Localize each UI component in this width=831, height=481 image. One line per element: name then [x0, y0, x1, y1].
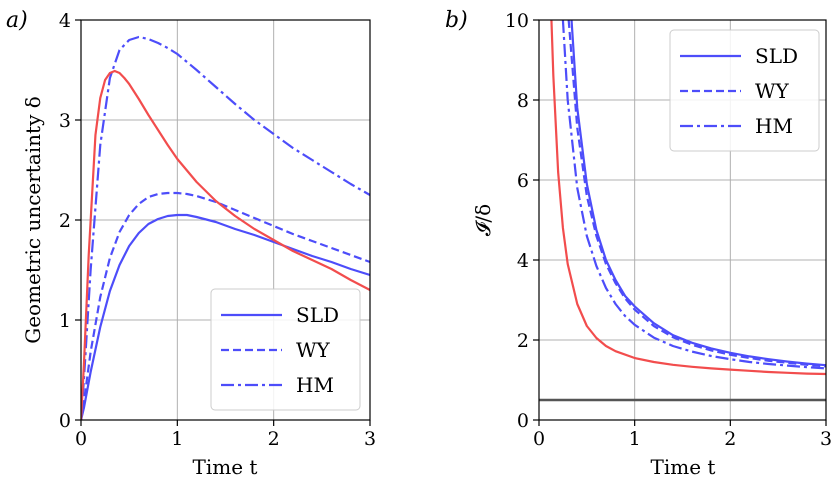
- panel-b-xlabel: Time t: [651, 455, 716, 479]
- panel-a-legend-label-sld: SLD: [296, 303, 339, 327]
- panel-b-xtick-label: 2: [724, 428, 736, 450]
- panel-b-legend-label-sld: SLD: [755, 44, 798, 68]
- panel-a-ticks: 0 1 2 3 0 1 2 3 4: [59, 10, 376, 450]
- panel-b-series-wy-line: [567, 20, 826, 368]
- panel-b-frame: [538, 19, 827, 421]
- panel-b-legend: SLD WY HM: [669, 29, 820, 152]
- panel-a-xlabel: Time t: [193, 455, 258, 479]
- panel-b-series-red-line: [550, 20, 826, 376]
- panel-b-ytick-label: 0: [517, 410, 529, 432]
- panel-b-xtick-label: 3: [820, 428, 831, 450]
- panel-b-ytick-label: 4: [517, 250, 529, 272]
- panel-b-label: b): [445, 8, 468, 33]
- panel-b-ytick-label: 6: [517, 170, 529, 192]
- panel-b-series-hm-line: [561, 20, 826, 370]
- panel-b-ylabel: 𝓘/δ: [471, 204, 495, 236]
- panel-b: b) 0 1 2 3 0 2 4 6 8 10 𝓘/δ Time t SLD WY HM: [445, 8, 831, 479]
- panel-a-legend-box: [210, 288, 361, 411]
- panel-a: a) 0 1 2 3 0 1 2 3 4 Geometric uncertainty δ Tim…: [6, 8, 376, 479]
- panel-b-series-sld-line: [570, 20, 826, 367]
- panel-a-series-red-line: [81, 69, 370, 420]
- panel-a-xtick-label: 0: [75, 428, 87, 450]
- panel-a-xtick-label: 1: [171, 428, 183, 450]
- panel-b-ytick-label: 2: [517, 330, 529, 352]
- panel-b-ytick-label: 8: [517, 90, 529, 112]
- panel-b-legend-box: [669, 29, 820, 152]
- panel-b-lines: [539, 20, 826, 402]
- panel-a-series-hm-line: [81, 35, 370, 420]
- panel-b-ticks: 0 1 2 3 0 2 4 6 8 10: [505, 10, 831, 450]
- panel-b-xtick-label: 0: [533, 428, 545, 450]
- panel-a-xtick-label: 3: [364, 428, 376, 450]
- panel-a-ylabel: Geometric uncertainty δ: [21, 96, 45, 344]
- panel-a-ytick-label: 4: [59, 10, 71, 32]
- panel-a-series-sld-line: [81, 213, 370, 420]
- panel-a-ytick-label: 0: [59, 410, 71, 432]
- panel-a-legend: SLD WY HM: [210, 288, 361, 411]
- panel-a-ytick-label: 3: [59, 110, 71, 132]
- panel-a-legend-label-wy: WY: [296, 338, 331, 362]
- panel-a-ytick-label: 2: [59, 210, 71, 232]
- panel-a-legend-label-hm: HM: [296, 373, 334, 397]
- panel-b-ytick-label: 10: [505, 10, 529, 32]
- panel-b-legend-label-hm: HM: [755, 114, 793, 138]
- panel-b-legend-label-wy: WY: [755, 79, 790, 103]
- panel-a-lines: [81, 35, 370, 420]
- panel-a-label: a): [6, 8, 28, 33]
- panel-b-xtick-label: 1: [629, 428, 641, 450]
- panel-a-ytick-label: 1: [59, 310, 71, 332]
- panel-a-xtick-label: 2: [268, 428, 280, 450]
- panel-a-series-wy-line: [81, 191, 370, 420]
